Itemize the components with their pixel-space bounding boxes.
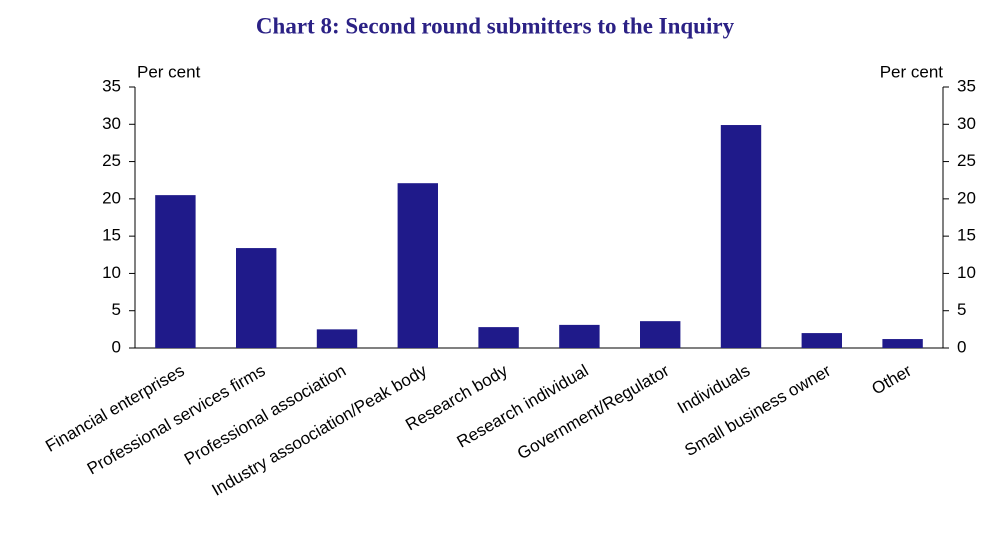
y2-tick-label: 10 [957, 263, 976, 282]
bar [397, 183, 438, 348]
bar [801, 333, 842, 348]
y2-tick-label: 0 [957, 337, 966, 356]
bar [316, 329, 358, 348]
y-tick-label: 15 [102, 226, 121, 245]
y-tick-label: 10 [102, 263, 121, 282]
bar [478, 327, 519, 348]
y-tick-label: 0 [112, 337, 121, 356]
bar [155, 195, 196, 348]
x-tick-label: Other [869, 361, 916, 399]
x-tick-label: Government/Regulator [514, 361, 673, 464]
y2-tick-label: 5 [957, 300, 966, 319]
bar [236, 248, 277, 348]
bar [559, 324, 600, 348]
bar [882, 339, 923, 348]
y-axis-label: Per cent [137, 62, 201, 81]
x-tick-label: Research individual [454, 361, 592, 452]
y2-tick-label: 20 [957, 188, 976, 207]
y2-tick-label: 25 [957, 151, 976, 170]
y2-tick-label: 15 [957, 226, 976, 245]
y2-axis-label: Per cent [880, 62, 944, 81]
y-tick-label: 35 [102, 76, 121, 95]
bar [640, 321, 681, 348]
chart-title: Chart 8: Second round submitters to the … [256, 13, 735, 38]
y-tick-label: 25 [102, 151, 121, 170]
y2-tick-label: 30 [957, 114, 976, 133]
y-tick-label: 30 [102, 114, 121, 133]
x-tick-label: Small business owner [681, 361, 834, 460]
y-tick-label: 20 [102, 188, 121, 207]
x-tick-label: Financial enterprises [42, 361, 187, 456]
bar [720, 125, 762, 348]
y2-tick-label: 35 [957, 76, 976, 95]
y-tick-label: 5 [112, 300, 121, 319]
